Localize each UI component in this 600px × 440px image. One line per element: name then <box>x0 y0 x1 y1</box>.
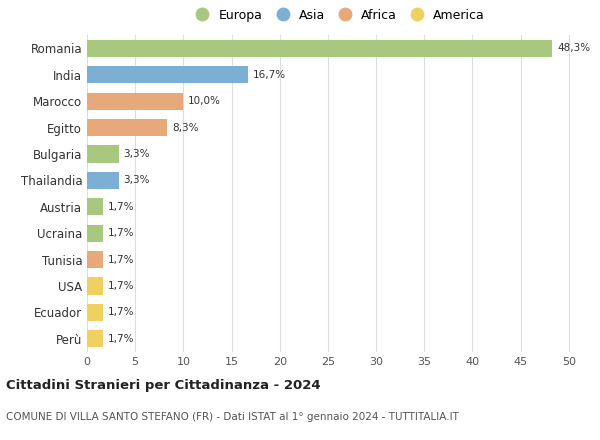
Bar <box>87 251 103 268</box>
Text: Cittadini Stranieri per Cittadinanza - 2024: Cittadini Stranieri per Cittadinanza - 2… <box>6 379 320 392</box>
Bar <box>87 224 103 242</box>
Bar <box>87 172 119 189</box>
Text: 3,3%: 3,3% <box>124 149 150 159</box>
Bar <box>87 145 119 162</box>
Text: 1,7%: 1,7% <box>108 202 134 212</box>
Text: 1,7%: 1,7% <box>108 281 134 291</box>
Text: 3,3%: 3,3% <box>124 176 150 185</box>
Text: COMUNE DI VILLA SANTO STEFANO (FR) - Dati ISTAT al 1° gennaio 2024 - TUTTITALIA.: COMUNE DI VILLA SANTO STEFANO (FR) - Dat… <box>6 412 459 422</box>
Text: 1,7%: 1,7% <box>108 308 134 317</box>
Text: 48,3%: 48,3% <box>557 44 590 53</box>
Bar <box>87 92 184 110</box>
Text: 1,7%: 1,7% <box>108 334 134 344</box>
Text: 1,7%: 1,7% <box>108 255 134 264</box>
Bar <box>87 198 103 216</box>
Bar <box>87 278 103 295</box>
Bar <box>87 119 167 136</box>
Text: 16,7%: 16,7% <box>253 70 286 80</box>
Bar <box>87 66 248 84</box>
Bar <box>87 304 103 321</box>
Bar <box>87 330 103 348</box>
Legend: Europa, Asia, Africa, America: Europa, Asia, Africa, America <box>186 5 489 26</box>
Bar <box>87 40 553 57</box>
Text: 10,0%: 10,0% <box>188 96 221 106</box>
Text: 1,7%: 1,7% <box>108 228 134 238</box>
Text: 8,3%: 8,3% <box>172 123 198 132</box>
